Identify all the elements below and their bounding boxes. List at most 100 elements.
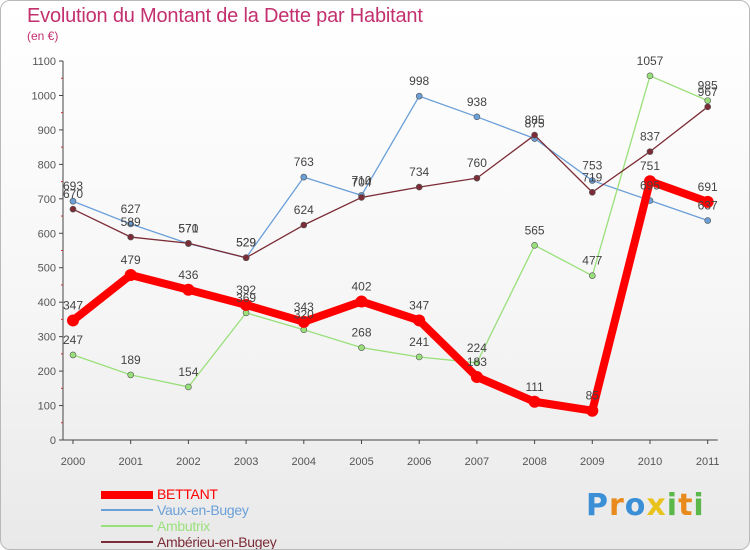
data-label-amberieu-en-bugey: 704 xyxy=(351,175,371,189)
data-point-ambutrix xyxy=(473,359,481,367)
data-point-ambutrix xyxy=(588,272,596,279)
legend-item-amberieu-en-bugey: Ambérieu-en-Bugey xyxy=(101,534,361,550)
data-label-amberieu-en-bugey: 734 xyxy=(409,165,429,179)
legend-swatch-vaux-en-bugey xyxy=(101,509,153,511)
y-tick-label: 900 xyxy=(38,125,56,137)
data-point-bettant xyxy=(240,298,253,311)
x-tick-label: 2006 xyxy=(407,456,431,468)
y-tick-label: 300 xyxy=(38,332,56,344)
data-label-amberieu-en-bugey: 624 xyxy=(294,203,314,217)
data-point-amberieu-en-bugey xyxy=(69,205,77,213)
logo-letter: i xyxy=(693,488,705,523)
data-label-ambutrix: 1057 xyxy=(637,54,664,68)
logo-letter: i xyxy=(666,488,679,523)
data-label-amberieu-en-bugey: 589 xyxy=(121,215,141,229)
legend-label-vaux-en-bugey: Vaux-en-Bugey xyxy=(157,502,249,518)
data-label-vaux-en-bugey: 763 xyxy=(294,155,314,169)
data-label-vaux-en-bugey: 693 xyxy=(63,179,83,193)
data-point-bettant xyxy=(644,175,656,188)
data-label-bettant: 392 xyxy=(236,283,256,297)
series-line-bettant xyxy=(69,177,712,415)
data-point-vaux-en-bugey xyxy=(300,173,308,181)
legend-label-amberieu-en-bugey: Ambérieu-en-Bugey xyxy=(157,534,277,550)
logo-letter: r xyxy=(609,488,625,523)
y-tick-label: 1000 xyxy=(32,90,56,102)
data-label-ambutrix: 369 xyxy=(236,291,256,305)
data-point-amberieu-en-bugey xyxy=(588,188,596,196)
x-tick-label: 2011 xyxy=(696,456,720,468)
x-tick-label: 2004 xyxy=(292,456,316,468)
data-point-bettant xyxy=(355,295,368,308)
data-point-amberieu-en-bugey xyxy=(242,254,250,262)
y-tick-label: 600 xyxy=(38,228,56,240)
legend-swatch-bettant xyxy=(101,491,153,499)
data-label-ambutrix: 268 xyxy=(351,326,371,340)
data-label-bettant: 751 xyxy=(640,159,660,173)
data-point-amberieu-en-bugey xyxy=(185,239,192,247)
series-line-ambutrix xyxy=(72,75,709,388)
data-label-amberieu-en-bugey: 719 xyxy=(582,170,602,184)
x-tick-label: 2008 xyxy=(522,456,546,468)
data-point-bettant xyxy=(528,395,541,408)
x-tick-label: 2005 xyxy=(349,456,373,468)
data-point-bettant xyxy=(297,315,310,328)
data-point-ambutrix xyxy=(69,351,77,359)
data-point-bettant xyxy=(124,268,137,281)
data-label-ambutrix: 320 xyxy=(294,308,314,322)
x-tick-label: 2002 xyxy=(176,456,200,468)
data-label-bettant: 479 xyxy=(121,253,141,267)
data-point-vaux-en-bugey xyxy=(588,177,596,184)
legend-item-ambutrix: Ambutrix xyxy=(101,518,361,534)
data-label-vaux-en-bugey: 627 xyxy=(121,202,141,216)
x-tick-label: 2007 xyxy=(465,456,489,468)
data-label-vaux-en-bugey: 570 xyxy=(178,222,198,236)
x-tick-label: 2009 xyxy=(580,456,604,468)
data-label-ambutrix: 985 xyxy=(698,79,718,93)
legend-label-bettant: BETTANT xyxy=(157,486,218,502)
legend-item-vaux-en-bugey: Vaux-en-Bugey xyxy=(101,502,361,518)
data-point-amberieu-en-bugey xyxy=(300,221,308,229)
data-label-ambutrix: 189 xyxy=(121,353,141,367)
data-point-amberieu-en-bugey xyxy=(473,174,481,182)
data-point-ambutrix xyxy=(415,353,423,361)
data-label-amberieu-en-bugey: 571 xyxy=(178,221,198,235)
data-label-vaux-en-bugey: 710 xyxy=(351,173,371,187)
data-label-amberieu-en-bugey: 760 xyxy=(467,156,487,170)
data-label-bettant: 347 xyxy=(63,298,83,312)
data-point-amberieu-en-bugey xyxy=(127,233,134,241)
data-point-ambutrix xyxy=(127,371,134,379)
y-tick-label: 1100 xyxy=(32,56,56,68)
logo-letter: P xyxy=(586,488,609,523)
data-point-bettant xyxy=(67,314,79,327)
data-label-ambutrix: 565 xyxy=(525,223,545,237)
y-tick-label: 0 xyxy=(50,435,56,447)
legend-label-ambutrix: Ambutrix xyxy=(157,518,210,534)
data-label-vaux-en-bugey: 529 xyxy=(236,236,256,250)
data-label-ambutrix: 154 xyxy=(178,365,198,379)
data-label-bettant: 343 xyxy=(294,300,314,314)
data-label-vaux-en-bugey: 875 xyxy=(525,117,545,131)
data-label-bettant: 436 xyxy=(178,268,198,282)
data-label-bettant: 691 xyxy=(698,180,718,194)
x-tick-label: 2010 xyxy=(638,456,662,468)
data-point-bettant xyxy=(413,314,426,327)
logo-letter: o xyxy=(624,488,647,523)
data-point-amberieu-en-bugey xyxy=(704,103,712,111)
legend-swatch-ambutrix xyxy=(101,525,153,527)
data-label-amberieu-en-bugey: 885 xyxy=(525,113,545,127)
data-label-vaux-en-bugey: 998 xyxy=(409,74,429,88)
x-tick-label: 2001 xyxy=(118,456,142,468)
x-tick-label: 2000 xyxy=(61,456,85,468)
logo-letter: t xyxy=(678,488,694,523)
data-label-amberieu-en-bugey: 837 xyxy=(640,130,660,144)
data-point-vaux-en-bugey xyxy=(704,217,712,224)
data-point-vaux-en-bugey xyxy=(415,92,423,100)
data-label-vaux-en-bugey: 695 xyxy=(640,179,660,193)
data-label-vaux-en-bugey: 753 xyxy=(582,159,602,173)
data-point-bettant xyxy=(701,195,714,208)
data-label-ambutrix: 241 xyxy=(409,335,429,349)
data-point-bettant xyxy=(470,370,483,383)
data-point-amberieu-en-bugey xyxy=(415,183,423,191)
